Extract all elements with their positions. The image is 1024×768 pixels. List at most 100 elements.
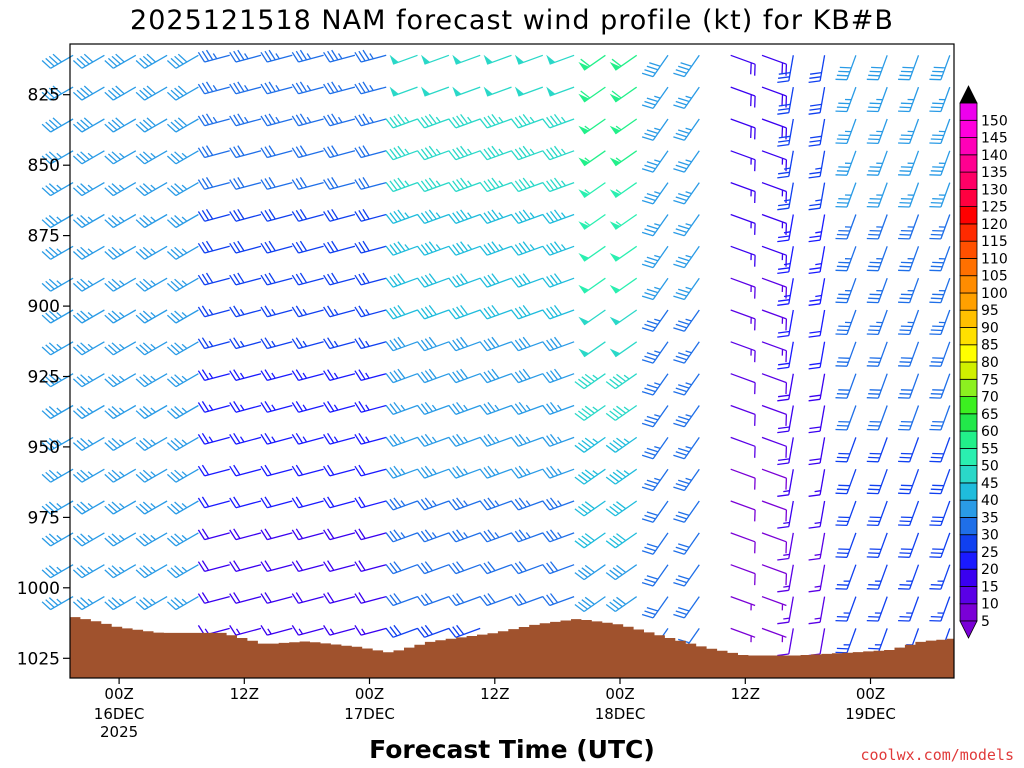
barb-feather: [750, 62, 752, 75]
barb-feather: [45, 185, 55, 194]
barb-feather: [80, 437, 90, 447]
barb-feather: [299, 145, 308, 156]
barb-feather: [205, 49, 214, 61]
barb-feather: [362, 272, 370, 284]
barb-staff: [730, 118, 756, 129]
barb-feather: [580, 58, 591, 67]
wind-barb: [866, 55, 888, 81]
barb-staff: [392, 595, 418, 607]
wind-barb: [609, 277, 638, 294]
barb-staff: [329, 150, 356, 159]
wind-barb: [641, 86, 669, 110]
barb-feather: [233, 401, 241, 412]
wind-barb: [898, 182, 920, 208]
barb-staff: [175, 500, 199, 515]
barb-staff: [788, 182, 794, 209]
barb-feather: [295, 146, 304, 157]
barb-feather: [205, 240, 214, 252]
barb-staff: [144, 150, 168, 165]
barb-feather: [868, 265, 880, 268]
barb-feather: [549, 147, 559, 158]
barb-feather: [170, 153, 180, 163]
barb-staff: [81, 500, 105, 515]
barb-staff: [81, 532, 105, 547]
barb-flag: [421, 54, 431, 65]
wind-barb: [354, 272, 387, 286]
barb-feather: [48, 597, 59, 606]
barb-half-feather: [369, 53, 374, 60]
wind-barb: [197, 113, 230, 127]
barb-feather: [491, 145, 500, 156]
wind-barb: [260, 208, 293, 222]
wind-barb: [323, 49, 356, 63]
barb-staff: [652, 309, 669, 332]
wind-barb: [578, 341, 606, 358]
barb-staff: [298, 627, 324, 636]
barb-staff: [908, 118, 920, 144]
barb-staff: [329, 213, 356, 222]
barb-half-feather: [87, 280, 94, 286]
barb-feather: [323, 497, 331, 509]
barb-feather: [299, 240, 308, 252]
barb-feather: [197, 370, 206, 381]
barb-feather: [675, 578, 687, 584]
wind-barb: [104, 468, 137, 483]
barb-feather: [201, 305, 210, 316]
barb-feather: [48, 406, 59, 415]
barb-staff: [144, 532, 168, 547]
barb-feather: [868, 488, 880, 491]
barb-feather: [420, 626, 429, 637]
barb-feather: [104, 282, 114, 292]
barb-feather: [836, 297, 849, 300]
barb-feather: [354, 465, 362, 477]
barb-staff: [683, 54, 700, 77]
barb-half-feather: [181, 280, 188, 286]
barb-feather: [107, 503, 118, 513]
barb-feather: [139, 121, 149, 131]
barb-feather: [899, 584, 912, 586]
colorbar-swatch: [959, 378, 978, 397]
wind-barb: [260, 145, 293, 159]
barb-feather: [678, 65, 690, 71]
barb-feather: [581, 567, 592, 576]
barb-staff: [112, 245, 137, 260]
barb-staff: [761, 436, 787, 447]
barb-feather: [174, 437, 184, 447]
barb-feather: [327, 464, 335, 476]
barb-staff: [360, 181, 387, 190]
barb-feather: [479, 468, 488, 479]
wind-barb: [866, 373, 888, 399]
barb-staff: [455, 404, 481, 416]
barb-staff: [615, 436, 638, 453]
barb-staff: [235, 309, 262, 318]
barb-feather: [542, 277, 551, 288]
barb-feather: [574, 381, 585, 390]
wind-barb: [416, 593, 450, 607]
barb-staff: [940, 373, 951, 399]
barb-feather: [107, 185, 118, 194]
barb-feather: [546, 307, 555, 318]
barb-feather: [80, 565, 90, 574]
barb-feather: [456, 561, 465, 572]
barb-feather: [264, 528, 272, 539]
barb-feather: [264, 178, 272, 189]
barb-feather: [836, 647, 849, 650]
barb-half-feather: [654, 445, 661, 450]
wind-barb: [605, 500, 638, 517]
barb-feather: [491, 273, 500, 284]
barb-feather: [142, 533, 153, 543]
barb-half-feather: [654, 223, 661, 227]
barb-feather: [237, 113, 245, 124]
barb-feather: [448, 627, 457, 638]
wind-barb: [41, 150, 74, 165]
barb-feather: [83, 53, 94, 63]
barb-staff: [204, 468, 230, 477]
barb-feather: [479, 309, 488, 320]
barb-feather: [868, 424, 880, 427]
wind-barb: [730, 468, 756, 490]
wind-barb: [291, 305, 324, 318]
wind-barb: [197, 560, 230, 573]
wind-barb: [510, 529, 544, 543]
barb-feather: [808, 175, 821, 179]
barb-staff: [788, 596, 794, 623]
